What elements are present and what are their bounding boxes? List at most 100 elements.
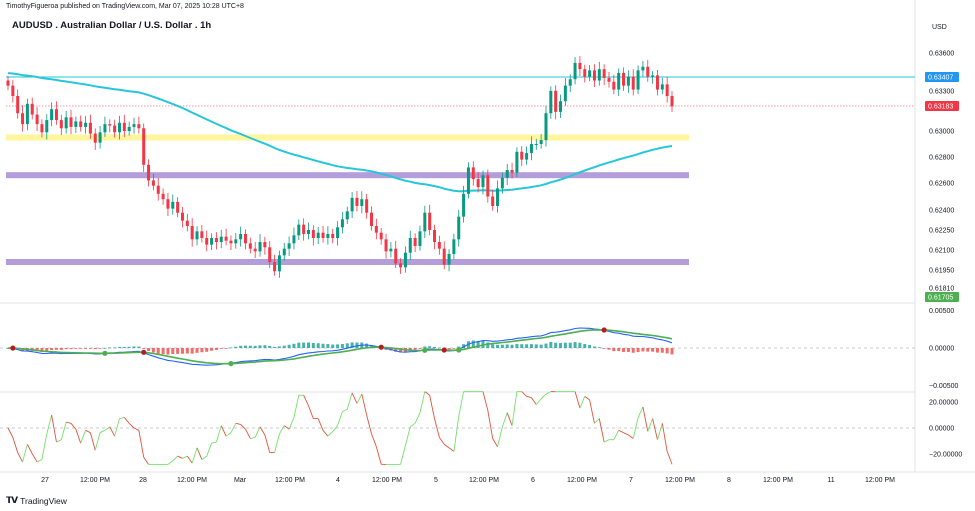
candle[interactable] — [578, 62, 582, 70]
candle[interactable] — [549, 90, 553, 114]
candle[interactable] — [142, 128, 146, 165]
candle[interactable] — [219, 236, 223, 242]
candle[interactable] — [559, 101, 563, 112]
candle[interactable] — [137, 124, 141, 129]
ema-line[interactable] — [7, 72, 673, 193]
currency-label[interactable]: USD — [932, 24, 947, 31]
candle[interactable] — [253, 248, 257, 252]
candle[interactable] — [64, 117, 68, 129]
candle[interactable] — [631, 76, 635, 90]
candle[interactable] — [200, 231, 204, 238]
candle[interactable] — [350, 197, 354, 212]
candle[interactable] — [302, 224, 306, 234]
candle[interactable] — [588, 70, 592, 77]
candle[interactable] — [180, 212, 184, 221]
candle[interactable] — [510, 170, 514, 173]
candle[interactable] — [6, 80, 10, 86]
candle[interactable] — [539, 140, 543, 144]
candle[interactable] — [544, 113, 548, 141]
candle[interactable] — [515, 151, 519, 173]
candle[interactable] — [88, 122, 92, 134]
candle[interactable] — [195, 231, 199, 240]
candle[interactable] — [214, 238, 218, 242]
macd-line[interactable] — [7, 327, 673, 366]
candle[interactable] — [161, 193, 165, 200]
candle[interactable] — [229, 240, 233, 244]
candle[interactable] — [437, 242, 441, 249]
candle[interactable] — [592, 70, 596, 81]
candle[interactable] — [520, 151, 524, 160]
candle[interactable] — [534, 144, 538, 145]
candle[interactable] — [486, 175, 490, 197]
candle[interactable] — [399, 263, 403, 268]
candle[interactable] — [403, 252, 407, 268]
candle[interactable] — [554, 90, 558, 112]
candle[interactable] — [132, 124, 136, 127]
candle[interactable] — [205, 238, 209, 245]
candle[interactable] — [626, 76, 630, 86]
candle[interactable] — [234, 239, 238, 244]
purple-zone-upper[interactable] — [6, 172, 689, 179]
candle[interactable] — [481, 175, 485, 188]
candle[interactable] — [617, 72, 621, 90]
candle[interactable] — [365, 199, 369, 213]
candle[interactable] — [457, 216, 461, 240]
candle[interactable] — [243, 234, 247, 244]
candle[interactable] — [54, 109, 58, 121]
candle[interactable] — [340, 219, 344, 228]
candle[interactable] — [151, 180, 155, 186]
candle[interactable] — [185, 220, 189, 226]
candle[interactable] — [59, 120, 63, 129]
candle[interactable] — [428, 212, 432, 230]
candle[interactable] — [573, 62, 577, 80]
candle[interactable] — [50, 109, 54, 121]
candle[interactable] — [379, 232, 383, 240]
candle[interactable] — [651, 75, 655, 77]
candle[interactable] — [360, 199, 364, 206]
candle[interactable] — [45, 120, 49, 133]
candle[interactable] — [408, 238, 412, 253]
candle[interactable] — [127, 126, 131, 131]
candle[interactable] — [466, 167, 470, 194]
candle[interactable] — [602, 69, 606, 78]
candle[interactable] — [40, 124, 44, 133]
candle[interactable] — [622, 72, 626, 86]
candle[interactable] — [210, 238, 214, 245]
candle[interactable] — [641, 66, 645, 71]
candle[interactable] — [287, 243, 291, 249]
candle[interactable] — [30, 103, 34, 115]
candle[interactable] — [292, 235, 296, 244]
candle[interactable] — [646, 66, 650, 77]
candle[interactable] — [670, 96, 674, 107]
candle[interactable] — [16, 96, 20, 114]
candle[interactable] — [476, 179, 480, 188]
candle[interactable] — [316, 232, 320, 238]
candle[interactable] — [655, 75, 659, 90]
candle[interactable] — [321, 232, 325, 238]
candle[interactable] — [248, 243, 252, 249]
candle[interactable] — [108, 124, 112, 126]
candle[interactable] — [394, 248, 398, 264]
candle[interactable] — [389, 248, 393, 252]
candle[interactable] — [35, 114, 39, 125]
candle[interactable] — [156, 185, 160, 194]
candle[interactable] — [79, 121, 83, 127]
candle[interactable] — [597, 69, 601, 81]
candle[interactable] — [326, 234, 330, 238]
candle[interactable] — [384, 239, 388, 252]
yellow-zone[interactable] — [6, 134, 689, 141]
candle[interactable] — [505, 170, 509, 178]
candle[interactable] — [496, 188, 500, 206]
candle[interactable] — [529, 144, 533, 154]
candle[interactable] — [433, 230, 437, 242]
candle[interactable] — [471, 167, 475, 180]
candle[interactable] — [166, 199, 170, 209]
candle[interactable] — [74, 121, 78, 127]
candle[interactable] — [11, 85, 15, 97]
candle[interactable] — [282, 248, 286, 256]
candle[interactable] — [612, 81, 616, 90]
candle[interactable] — [563, 85, 567, 102]
candle[interactable] — [84, 122, 88, 127]
candle[interactable] — [171, 201, 175, 209]
